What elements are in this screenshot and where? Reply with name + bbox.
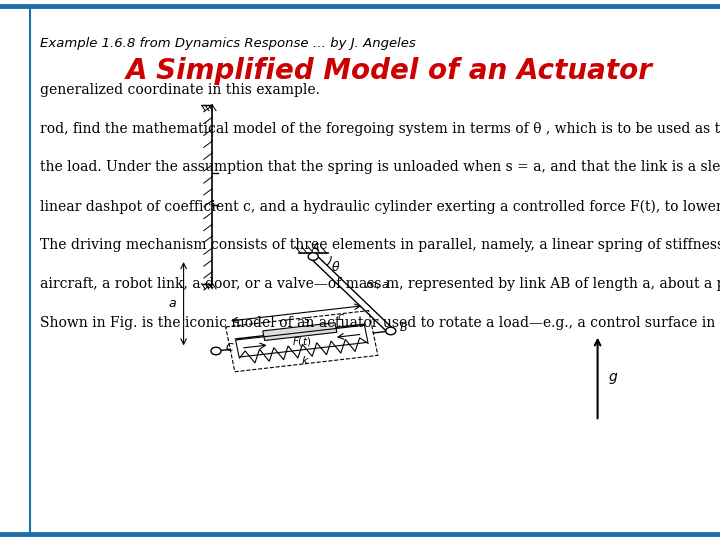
Text: Example 1.6.8 from Dynamics Response … by J. Angeles: Example 1.6.8 from Dynamics Response … b… <box>40 37 415 50</box>
Text: B: B <box>400 323 408 333</box>
Text: generalized coordinate in this example.: generalized coordinate in this example. <box>40 83 320 97</box>
Polygon shape <box>263 322 337 341</box>
Text: $\theta$: $\theta$ <box>331 260 341 274</box>
Text: $F(t)$: $F(t)$ <box>292 335 311 348</box>
Text: $c$: $c$ <box>337 312 345 322</box>
Circle shape <box>308 253 318 260</box>
Circle shape <box>211 347 221 355</box>
Text: $m, a$: $m, a$ <box>365 280 390 291</box>
Text: the load. Under the assumption that the spring is unloaded when s = a, and that : the load. Under the assumption that the … <box>40 160 720 174</box>
Text: The driving mechanism consists of three elements in parallel, namely, a linear s: The driving mechanism consists of three … <box>40 238 720 252</box>
Text: C: C <box>225 343 233 353</box>
Circle shape <box>386 327 396 335</box>
Text: aircraft, a robot link, a door, or a valve—of mass m, represented by link AB of : aircraft, a robot link, a door, or a val… <box>40 277 720 291</box>
Text: rod, find the mathematical model of the foregoing system in terms of θ , which i: rod, find the mathematical model of the … <box>40 122 720 136</box>
Text: A: A <box>312 243 319 253</box>
Text: $g$: $g$ <box>608 370 618 386</box>
Text: $a$: $a$ <box>168 297 177 310</box>
Text: $k$: $k$ <box>301 354 310 366</box>
Text: Shown in Fig. is the iconic model of an actuator used to rotate a load—e.g., a c: Shown in Fig. is the iconic model of an … <box>40 316 720 330</box>
Polygon shape <box>310 255 394 333</box>
Text: linear dashpot of coefficient c, and a hydraulic cylinder exerting a controlled : linear dashpot of coefficient c, and a h… <box>40 199 720 214</box>
Text: A Simplified Model of an Actuator: A Simplified Model of an Actuator <box>125 57 652 85</box>
Text: $s$: $s$ <box>303 315 311 325</box>
